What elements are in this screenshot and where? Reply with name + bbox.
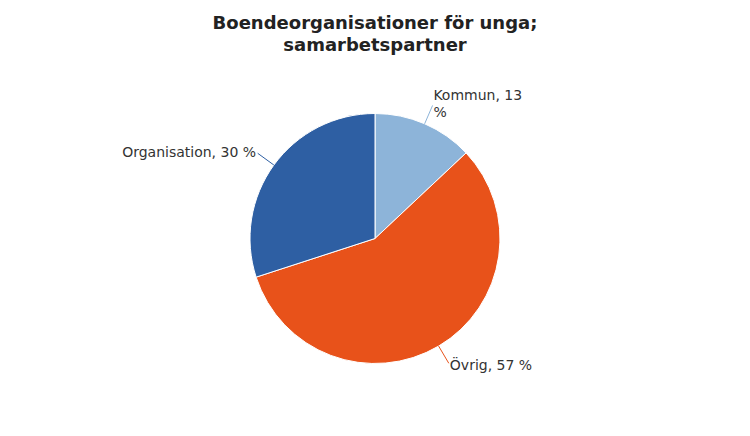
html-text:Boendeorganisationer för unga;: Boendeorganisationer för unga; samarbets… (212, 12, 538, 55)
svg-text:Övrig, 57 %: Övrig, 57 % (450, 356, 532, 373)
svg-text:Kommun, 13%: Kommun, 13% (433, 87, 522, 120)
svg-text:Organisation, 30 %: Organisation, 30 % (122, 144, 256, 160)
